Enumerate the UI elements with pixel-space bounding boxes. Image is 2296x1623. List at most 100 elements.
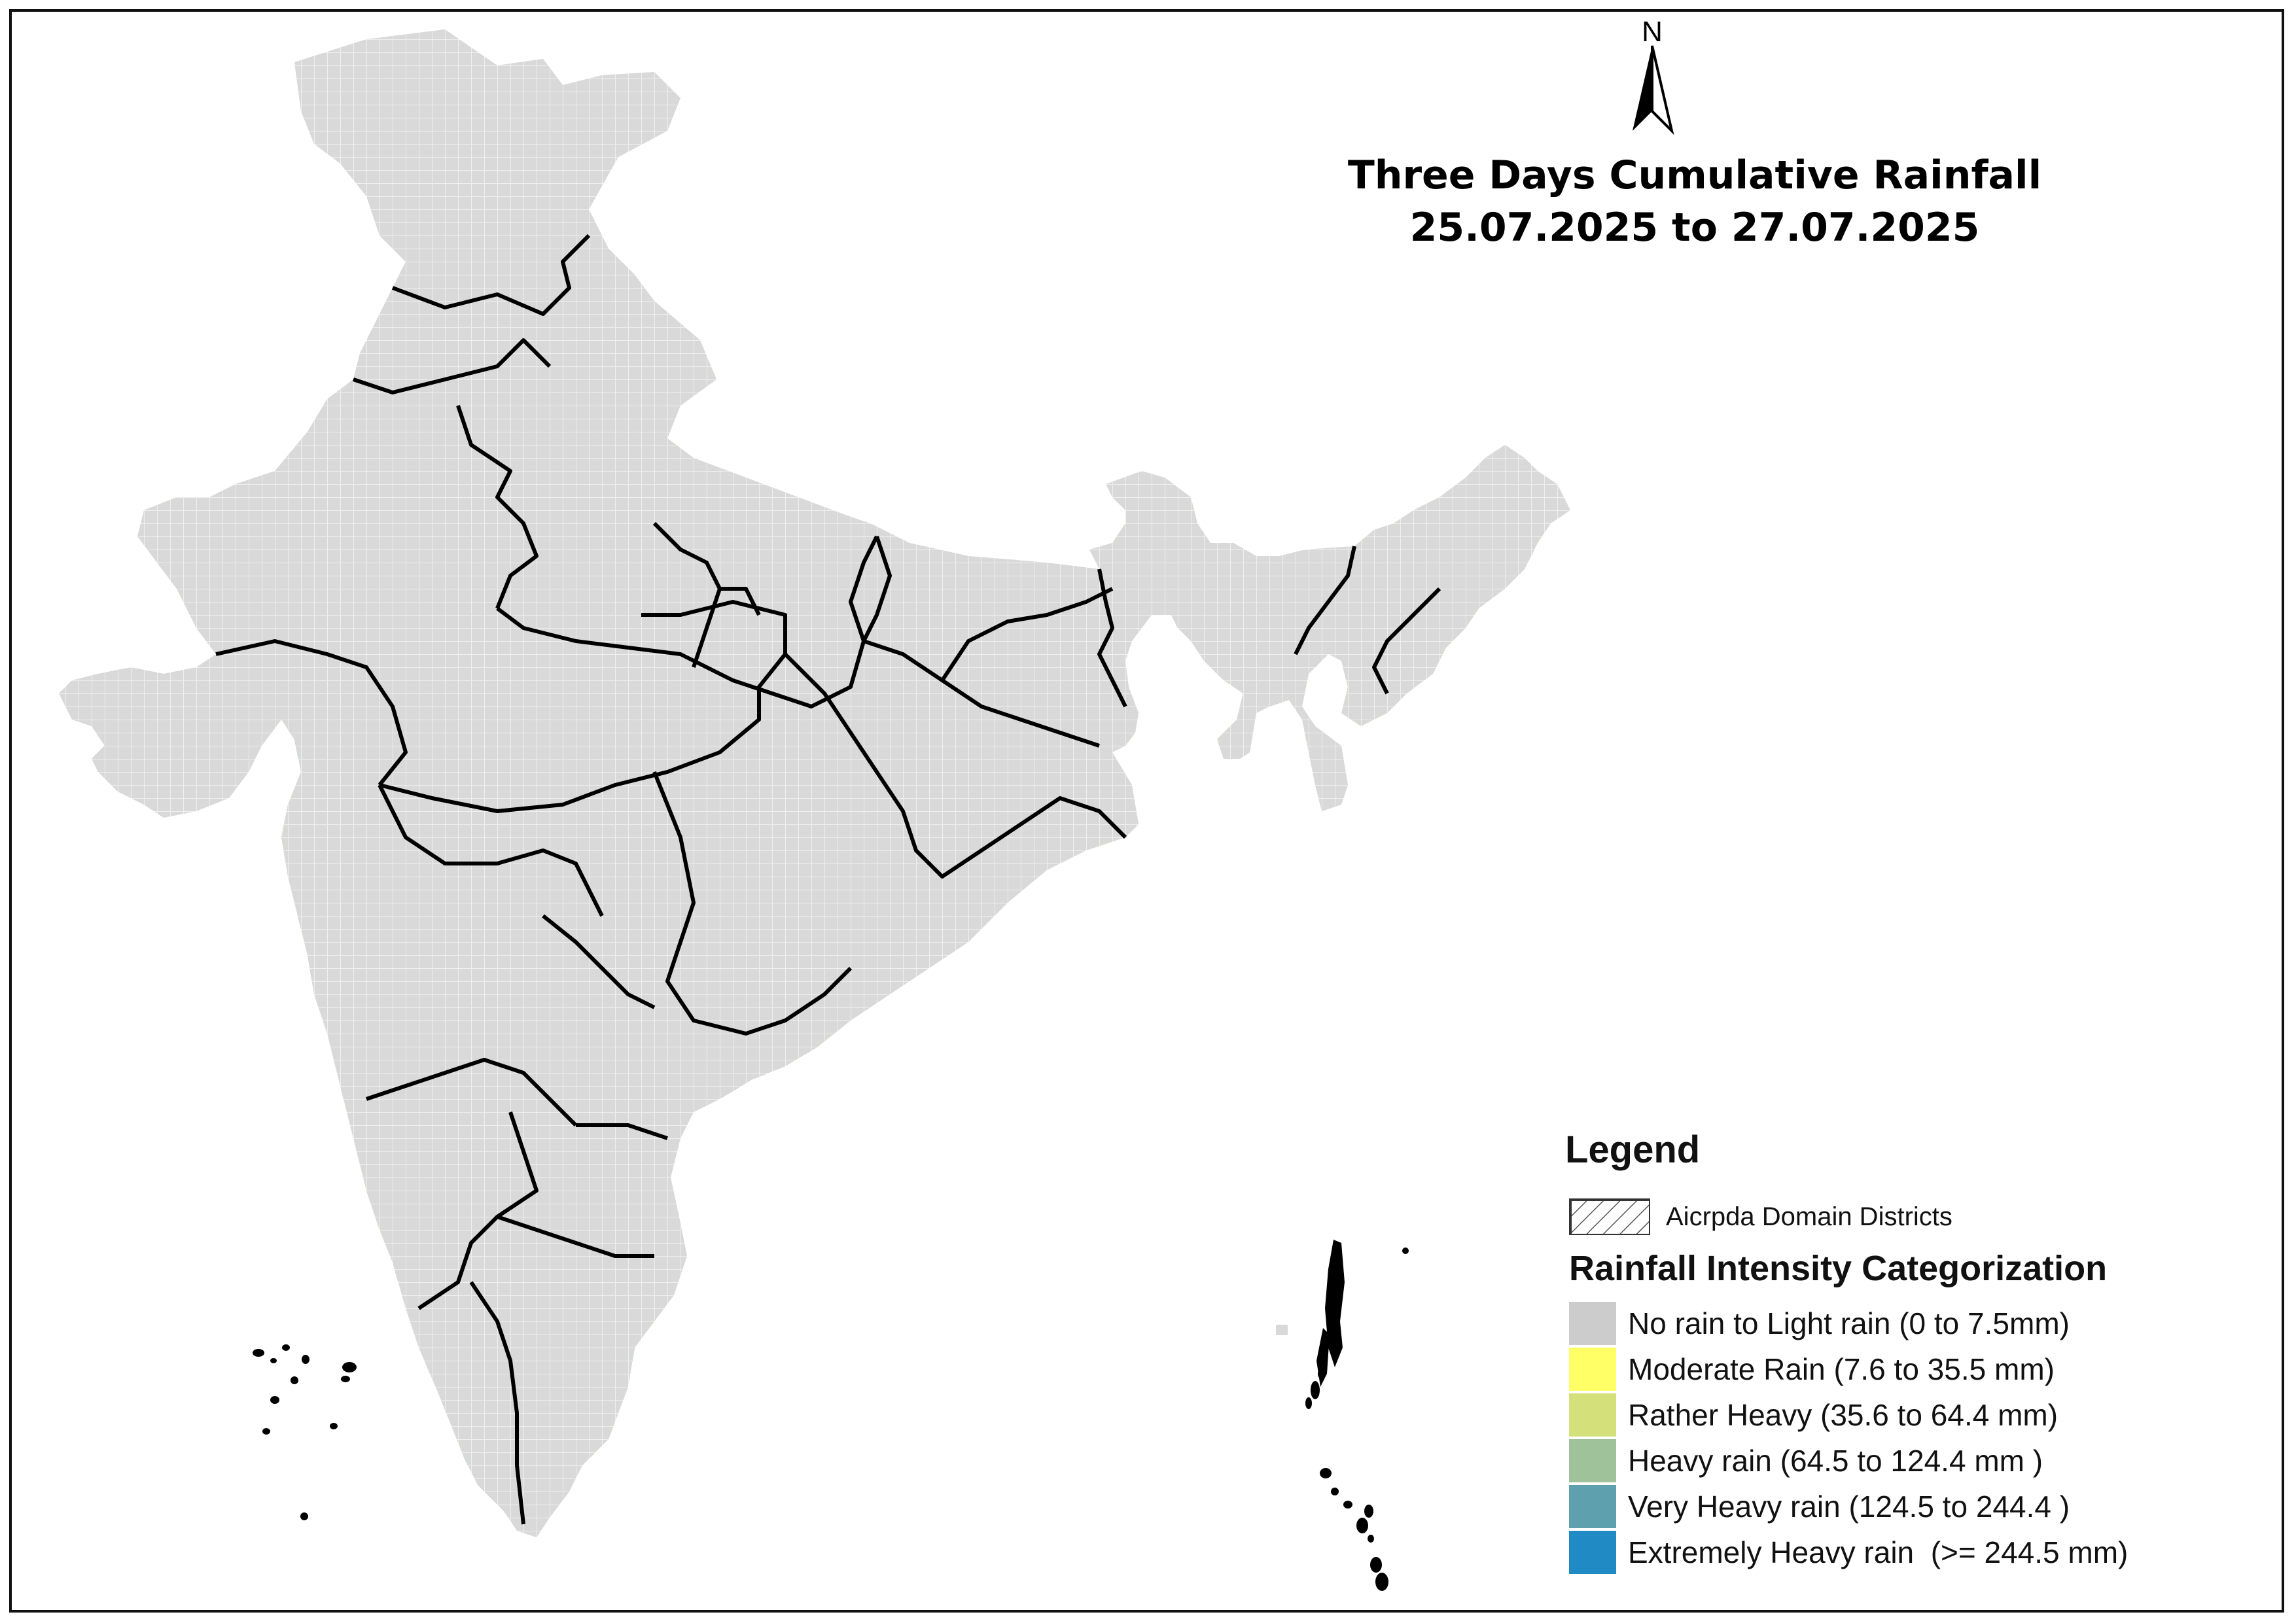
rain-cell	[1518, 654, 1531, 667]
rain-cell	[1217, 471, 1230, 484]
legend-swatch	[1569, 1439, 1616, 1482]
rain-cell	[1204, 484, 1217, 497]
rain-cell	[1282, 733, 1296, 746]
rain-cell	[406, 1361, 419, 1374]
legend-swatch	[1569, 1485, 1616, 1528]
rain-cell	[883, 1021, 896, 1034]
rain-cell	[1531, 628, 1544, 641]
rain-cell	[1322, 707, 1335, 720]
rain-cell	[1492, 720, 1505, 733]
rain-cell	[1282, 746, 1296, 759]
rain-cell	[1282, 536, 1296, 550]
rain-cell	[262, 837, 275, 850]
legend-label: Rather Heavy (35.6 to 64.4 mm)	[1628, 1398, 2058, 1432]
rain-cell	[1165, 693, 1178, 707]
rain-cell	[1439, 707, 1453, 720]
rain-cell	[406, 1478, 419, 1492]
rain-cell	[419, 1465, 432, 1478]
rain-cell	[308, 1099, 321, 1112]
map-frame	[9, 9, 2284, 1613]
rain-cell	[910, 981, 923, 994]
rain-cell	[870, 1021, 883, 1034]
rain-cell	[380, 1400, 393, 1413]
rain-cell	[1413, 720, 1426, 733]
rain-cell	[870, 1073, 883, 1086]
rain-cell	[340, 1282, 353, 1295]
map-title: Three Days Cumulative Rainfall 25.07.202…	[1230, 149, 2159, 254]
rain-cell	[1269, 497, 1282, 510]
rain-cell	[1518, 615, 1531, 628]
rain-cell	[779, 1073, 792, 1086]
legend-item: Rather Heavy (35.6 to 64.4 mm)	[1569, 1392, 2128, 1438]
rain-cell	[1191, 746, 1204, 759]
rain-cell	[779, 1099, 792, 1112]
rain-cell	[1400, 720, 1413, 733]
rain-cell	[1230, 471, 1243, 484]
rain-cell	[432, 1452, 445, 1465]
rain-cell	[1269, 536, 1282, 550]
rain-cell	[380, 1374, 393, 1387]
rain-cell	[340, 1295, 353, 1308]
rain-cell	[628, 1439, 641, 1452]
rain-cell	[805, 1060, 818, 1073]
legend: Legend Aicrpda Domain Districts Rainfall…	[1557, 1125, 2264, 1596]
rain-cell	[445, 1465, 458, 1478]
rain-cell	[844, 1047, 857, 1060]
rain-cell	[294, 955, 308, 968]
rain-cell	[641, 1426, 654, 1439]
rain-cell	[445, 1478, 458, 1492]
rain-cell	[1348, 746, 1361, 759]
categories-list: No rain to Light rain (0 to 7.5mm) Moder…	[1569, 1300, 2128, 1575]
rain-cell	[366, 1452, 380, 1465]
rain-cell	[1322, 720, 1335, 733]
legend-swatch	[1569, 1531, 1616, 1574]
rain-cell	[458, 1478, 471, 1492]
rain-cell	[294, 1086, 308, 1099]
rain-cell	[170, 615, 183, 628]
rain-cell	[1466, 641, 1479, 654]
rain-cell	[883, 1073, 896, 1086]
rain-cell	[1269, 510, 1282, 523]
india-mainland	[59, 29, 1570, 1537]
rain-cell	[910, 1073, 923, 1086]
rain-cell	[1256, 523, 1269, 536]
rain-cell	[406, 1413, 419, 1426]
rain-cell	[726, 1099, 739, 1112]
rain-cell	[294, 994, 308, 1007]
rain-cell	[1492, 628, 1505, 641]
rain-cell	[896, 1060, 910, 1073]
rain-cell	[1204, 510, 1217, 523]
rain-cell	[1204, 523, 1217, 536]
legend-item: Extremely Heavy rain (>= 244.5 mm)	[1569, 1529, 2128, 1575]
rain-cell	[366, 1387, 380, 1400]
rain-cell	[857, 1086, 870, 1099]
rain-cell	[262, 772, 275, 785]
lakshadweep-islands	[253, 1344, 357, 1520]
rain-cell	[419, 1413, 432, 1426]
legend-item: No rain to Light rain (0 to 7.5mm)	[1569, 1300, 2128, 1346]
rain-cell	[818, 1060, 831, 1073]
rain-cell	[1165, 733, 1178, 746]
rain-cell	[366, 1426, 380, 1439]
rain-cell	[275, 785, 288, 798]
rain-cell	[1492, 667, 1505, 680]
rain-cell	[883, 1099, 896, 1112]
north-label: N	[1642, 16, 1663, 48]
legend-title: Legend	[1565, 1128, 1701, 1171]
rain-cell	[353, 1204, 366, 1217]
rain-cell	[393, 1492, 406, 1505]
rain-cell	[1296, 510, 1309, 523]
rain-cell	[1453, 693, 1466, 707]
rain-cell	[589, 1478, 602, 1492]
rain-cell	[818, 1099, 831, 1112]
legend-label: Moderate Rain (7.6 to 35.5 mm)	[1628, 1352, 2055, 1386]
rain-cell	[857, 1073, 870, 1086]
rain-cell	[1400, 733, 1413, 746]
rain-cell	[805, 1073, 818, 1086]
legend-item: Very Heavy rain (124.5 to 244.4 )	[1569, 1484, 2128, 1529]
rain-cell	[1335, 523, 1348, 536]
rain-cell	[380, 1308, 393, 1321]
rain-cell	[366, 1335, 380, 1348]
rain-cell	[1296, 746, 1309, 759]
